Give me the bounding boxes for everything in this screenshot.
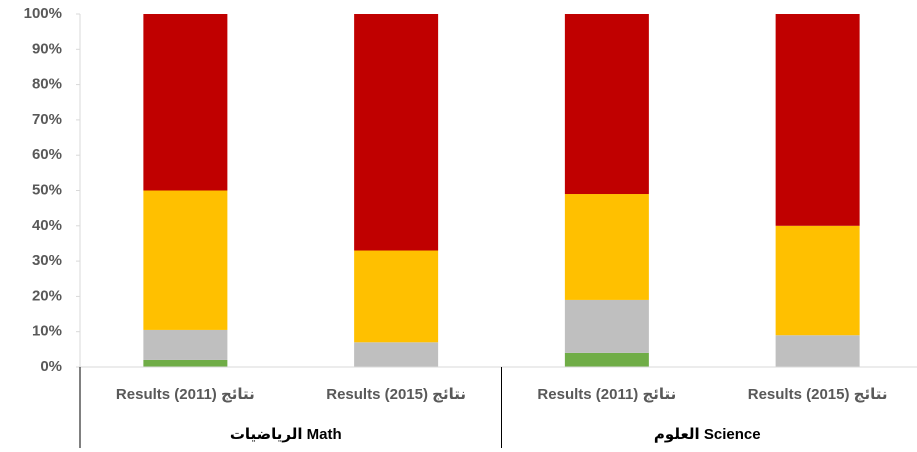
bar-segment [775,335,860,367]
y-tick-label: 70% [32,111,62,128]
x-tick-label: Results (2011) نتائج [537,386,676,403]
bar-segment [354,14,439,251]
x-tick-label: Results (2011) نتائج [116,386,255,403]
y-tick-label: 10% [32,323,62,340]
group-label: العلوم Science [654,426,761,443]
x-tick-label: Results (2015) نتائج [326,386,466,403]
bar-segment [564,14,649,195]
bar-segment [143,329,228,360]
y-tick-label: 20% [32,287,62,304]
bar-segment [564,194,649,300]
bar-segment [564,352,649,367]
y-tick-label: 30% [32,252,62,269]
bar-segment [564,299,649,353]
y-tick-label: 0% [40,358,62,375]
bar-segment [354,250,439,343]
group-label: الرياضيات Math [230,426,342,443]
bar-segment [354,342,439,367]
bar-segment [143,190,228,330]
x-tick-label: Results (2015) نتائج [748,386,888,403]
bar-segment [143,14,228,191]
y-tick-label: 50% [32,181,62,198]
bar-segment [775,225,860,336]
y-tick-label: 100% [24,5,62,22]
y-tick-label: 60% [32,146,62,163]
y-tick-label: 40% [32,217,62,234]
y-tick-label: 90% [32,40,62,57]
y-tick-label: 80% [32,76,62,93]
bar-segment [143,359,228,367]
bar-segment [775,14,860,226]
